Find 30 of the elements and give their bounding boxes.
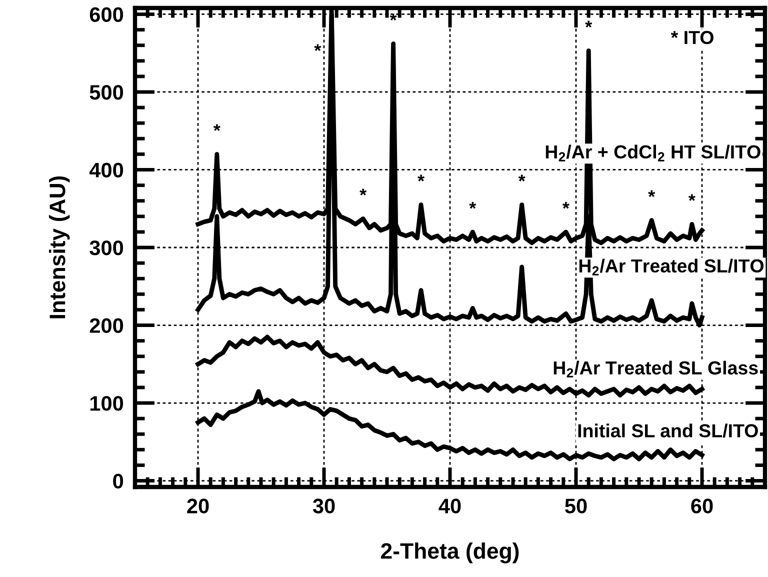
x-tick-label: 60: [691, 498, 713, 514]
annotation: Initial SL and SL/ITO: [578, 424, 758, 438]
x-tick-label: 40: [438, 498, 461, 514]
x-tick-label: 30: [312, 498, 335, 514]
y-tick-label: 300: [90, 240, 124, 256]
annotation: *: [469, 202, 476, 209]
y-tick-label: 400: [89, 162, 124, 178]
annotation: *: [360, 188, 367, 196]
annotation: *: [390, 14, 397, 21]
annotation: H$_{2}$/Ar + CdCl$_{2}$ HT SL/ITO: [546, 144, 760, 162]
annotation: H$_{2}$/Ar Treated SL Glass: [554, 360, 758, 378]
annotation: *: [585, 20, 592, 28]
annotation: *: [314, 44, 322, 51]
annotation: *: [648, 190, 656, 198]
annotation: *: [562, 202, 570, 209]
y-axis-title: Intensity (AU): [48, 176, 70, 318]
annotation: *: [213, 124, 220, 131]
annotation: * ITO: [670, 30, 714, 44]
y-tick-label: 200: [90, 318, 124, 334]
annotation: *: [418, 174, 425, 182]
annotation: *: [688, 194, 696, 201]
x-tick-label: 20: [187, 498, 209, 514]
y-tick-label: 500: [90, 84, 124, 100]
x-axis-title: 2-Theta (deg): [381, 542, 519, 564]
annotation: *: [518, 174, 526, 182]
x-tick-label: 50: [565, 498, 587, 514]
y-tick-label: 600: [90, 7, 124, 22]
annotation: H$_{2}$/Ar Treated SL/ITO: [579, 258, 764, 276]
y-tick-label: 0: [113, 474, 124, 489]
y-tick-label: 100: [90, 396, 124, 411]
